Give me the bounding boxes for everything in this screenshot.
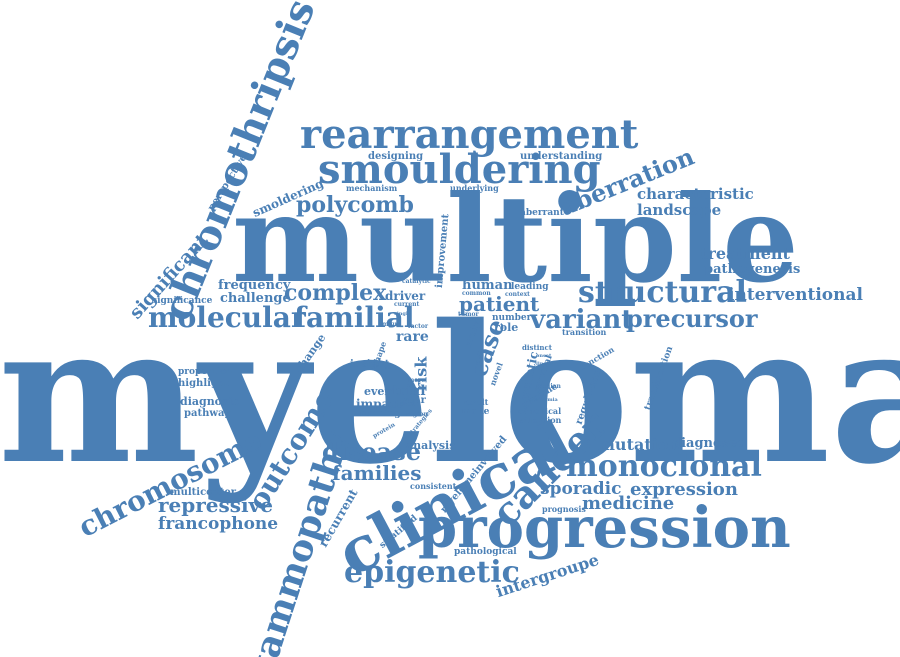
word-monoclonal: monoclonal [566, 449, 762, 484]
word-diagnosis: diagnosis [180, 395, 239, 408]
word-structural: structural [578, 275, 747, 310]
word-aberrant: aberrant [520, 208, 564, 218]
word-polycomb: polycomb [296, 192, 414, 218]
word-families: families [332, 461, 422, 485]
word-mutation: mutation [598, 435, 681, 454]
word-event: event [364, 385, 398, 398]
word-mgus: mgus [382, 321, 401, 328]
word-underlying: underlying [450, 183, 499, 193]
word-patient: patient [459, 292, 540, 316]
word-driver: driver [385, 289, 426, 303]
word-interventional: interventional [728, 285, 863, 305]
word-more: more [408, 377, 426, 384]
word-precursor: precursor [626, 304, 758, 333]
word-smouldering: smouldering [318, 146, 601, 193]
word-running: running [360, 409, 401, 419]
word-complex: complex [284, 280, 387, 306]
word-data: data [400, 401, 415, 408]
word-treatment: treatment [700, 244, 790, 263]
word-pathogenesis: pathogenesis [704, 262, 801, 277]
word-rearrangement: rearrangement [300, 111, 639, 158]
word-pathological: pathological [454, 547, 517, 557]
word-common: common [462, 290, 491, 297]
word-canonical: canonical [518, 406, 562, 416]
word-medicine: medicine [582, 493, 675, 514]
word-factor: factor [408, 323, 429, 330]
word-rare: rare [396, 329, 429, 345]
word-sporadic: sporadic [540, 479, 622, 499]
word-epigenetic: epigenetic [344, 555, 520, 590]
word-molecular: molecular [148, 301, 306, 334]
word-significance: significance [152, 296, 213, 306]
word-myeloma: myeloma [0, 283, 900, 506]
word-single: single [394, 311, 411, 317]
word-trial: trial [392, 383, 426, 399]
word-region: region [406, 411, 428, 418]
word-result: result [462, 397, 489, 407]
word-consistent: consistent [410, 481, 457, 491]
word-multiple: multiple [232, 169, 799, 310]
word-diagnosed: diagnosed [672, 436, 747, 451]
word-leukemia: leukemia [532, 397, 558, 403]
word-frequency: frequency [218, 278, 291, 293]
word-expression: expression [630, 479, 738, 500]
word-year: year [402, 395, 426, 406]
word-highlight: highlight [178, 378, 230, 389]
word-number: number [492, 313, 532, 323]
word-repressive: repressive [158, 493, 273, 517]
word-understanding: understanding [520, 151, 603, 162]
word-mechanism: mechanism [346, 183, 398, 193]
word-human: human [462, 278, 513, 293]
word-make: make [462, 407, 490, 417]
word-leading: leading [511, 282, 549, 292]
word-transition: transition [562, 327, 607, 337]
word-attention: attention [520, 415, 562, 425]
word-tumor: tumor [458, 311, 479, 318]
word-analysis: analysis [406, 439, 456, 452]
word-insight: insight [350, 359, 390, 370]
word-median: median [536, 383, 561, 390]
word-linear: linear [536, 361, 553, 367]
word-pathway: pathway [184, 408, 231, 419]
word-multicenter: multicenter [170, 487, 237, 498]
word-designing: designing [368, 151, 424, 162]
word-challenge: challenge [220, 291, 291, 306]
word-familial: familial [294, 301, 415, 334]
word-landscape: landscape [637, 201, 722, 219]
word-catalytic: catalytic [402, 278, 431, 285]
word-context: context [505, 291, 530, 298]
word-variant: variant [530, 305, 634, 335]
word-proportion: proportion [178, 367, 233, 377]
word-characteristic: characteristic [637, 185, 754, 203]
word-onset: onset [536, 353, 552, 359]
word-current: current [394, 301, 420, 308]
word-progression: progression [418, 495, 791, 561]
word-impact: impact [356, 397, 403, 411]
word-prognosis: prognosis [542, 504, 586, 514]
word-disease: disease [322, 437, 422, 466]
word-role: role [494, 321, 519, 334]
word-francophone: francophone [158, 514, 279, 534]
word-early: early [384, 365, 398, 371]
word-distinct: distinct [522, 343, 552, 352]
